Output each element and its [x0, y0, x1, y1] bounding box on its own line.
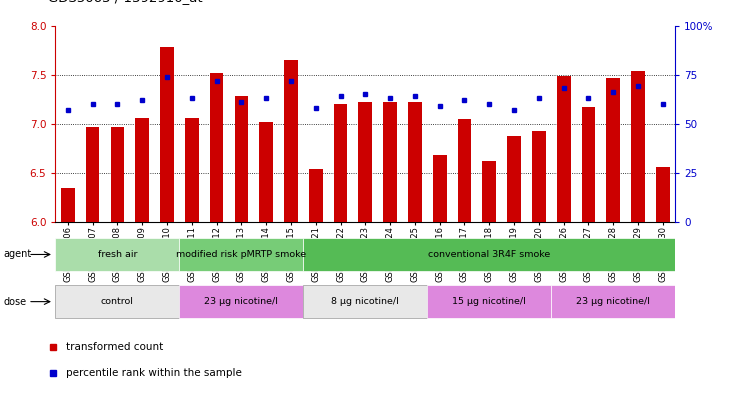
Text: GDS5063 / 1392910_at: GDS5063 / 1392910_at: [48, 0, 203, 4]
Bar: [55, 238, 179, 271]
Bar: [235, 96, 248, 222]
Text: agent: agent: [4, 250, 32, 259]
Bar: [284, 60, 297, 222]
Text: fresh air: fresh air: [97, 250, 137, 259]
Bar: [334, 104, 348, 222]
Bar: [656, 167, 669, 222]
Text: modified risk pMRTP smoke: modified risk pMRTP smoke: [176, 250, 306, 259]
Text: 23 μg nicotine/l: 23 μg nicotine/l: [576, 297, 650, 306]
Text: 15 μg nicotine/l: 15 μg nicotine/l: [452, 297, 526, 306]
Bar: [135, 118, 149, 222]
Bar: [259, 122, 273, 222]
Text: percentile rank within the sample: percentile rank within the sample: [66, 367, 241, 378]
Bar: [86, 127, 100, 222]
Text: 8 μg nicotine/l: 8 μg nicotine/l: [331, 297, 399, 306]
Bar: [483, 161, 496, 222]
Bar: [557, 75, 570, 222]
Text: dose: dose: [4, 297, 27, 307]
Bar: [55, 285, 179, 318]
Bar: [551, 285, 675, 318]
Bar: [61, 187, 75, 222]
Bar: [160, 47, 173, 222]
Text: control: control: [101, 297, 134, 306]
Bar: [408, 102, 421, 222]
Bar: [303, 238, 675, 271]
Bar: [309, 169, 323, 222]
Bar: [179, 285, 303, 318]
Bar: [210, 73, 224, 222]
Bar: [433, 155, 446, 222]
Text: 23 μg nicotine/l: 23 μg nicotine/l: [204, 297, 278, 306]
Bar: [532, 130, 545, 222]
Bar: [507, 136, 521, 222]
Bar: [179, 238, 303, 271]
Bar: [607, 77, 620, 222]
Bar: [427, 285, 551, 318]
Bar: [303, 285, 427, 318]
Bar: [111, 127, 124, 222]
Bar: [582, 107, 596, 222]
Bar: [458, 119, 472, 222]
Bar: [631, 71, 645, 222]
Bar: [359, 102, 372, 222]
Bar: [383, 102, 397, 222]
Bar: [185, 118, 199, 222]
Text: transformed count: transformed count: [66, 342, 163, 352]
Text: conventional 3R4F smoke: conventional 3R4F smoke: [428, 250, 551, 259]
